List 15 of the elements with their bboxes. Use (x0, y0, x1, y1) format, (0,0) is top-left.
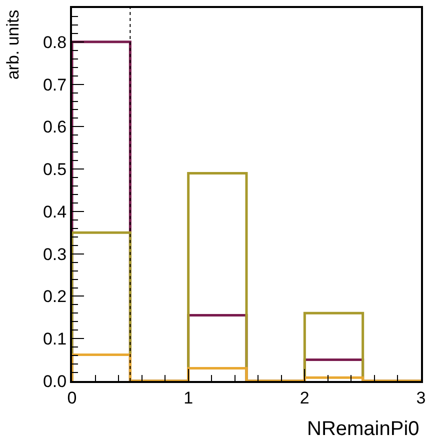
x-tick-label: 0 (67, 388, 77, 408)
y-tick-label: 0.2 (42, 287, 67, 306)
x-tick-label: 2 (300, 388, 310, 408)
y-tick-label: 0.7 (42, 75, 67, 94)
y-axis-title: arb. units (4, 10, 23, 80)
y-tick-label: 0.3 (42, 244, 67, 264)
y-tick-label: 0.6 (42, 118, 67, 137)
y-tick-label: 0.0 (42, 372, 67, 391)
y-tick-label: 0.5 (42, 160, 67, 180)
x-tick-label: 3 (416, 388, 426, 408)
x-tick-label: 1 (184, 388, 194, 408)
x-axis-title: NRemainPi0 (307, 418, 420, 440)
y-tick-label: 0.1 (42, 330, 67, 349)
y-tick-label: 0.4 (42, 202, 67, 222)
y-tick-label: 0.8 (42, 32, 67, 52)
